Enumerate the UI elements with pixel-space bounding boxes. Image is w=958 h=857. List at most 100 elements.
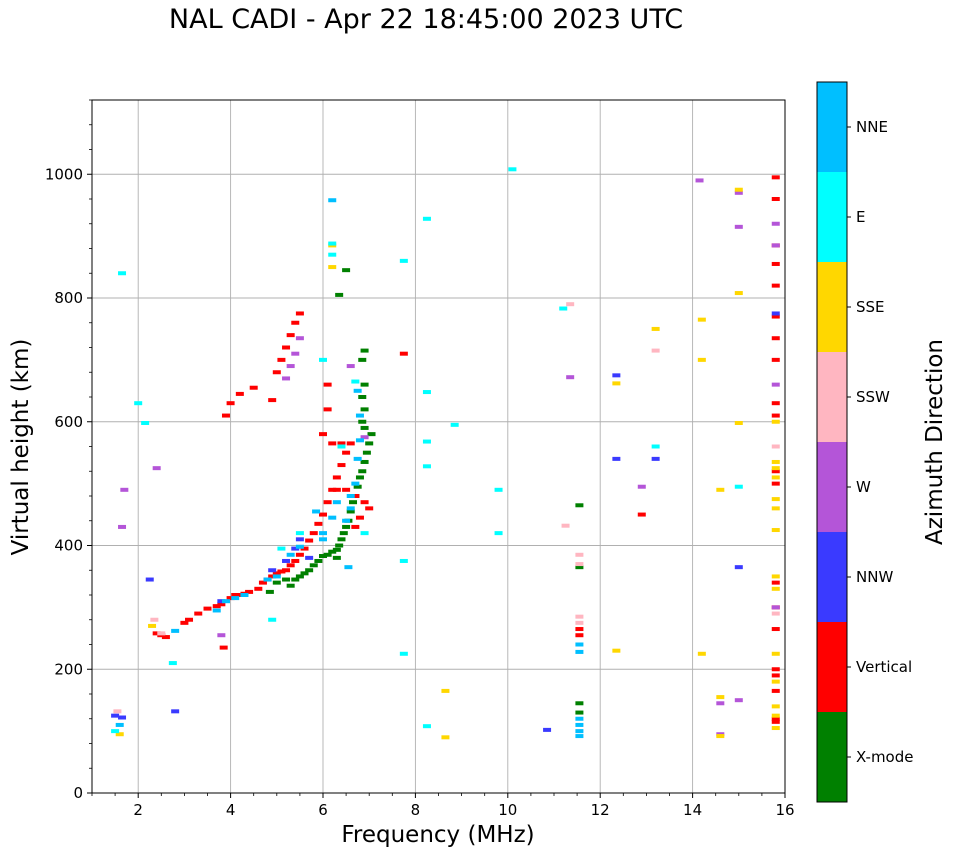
data-point <box>422 724 431 729</box>
colorbar-segment <box>817 712 847 802</box>
data-point <box>353 388 362 393</box>
colorbar-segment <box>817 532 847 622</box>
y-tick-label: 0 <box>73 784 83 802</box>
data-point <box>358 357 367 362</box>
data-point <box>362 450 371 455</box>
x-tick-label: 8 <box>411 801 421 819</box>
data-point <box>422 464 431 469</box>
data-point <box>771 221 780 226</box>
data-point <box>575 734 584 739</box>
data-point <box>637 512 646 517</box>
data-point <box>335 543 344 548</box>
data-point <box>355 438 364 443</box>
data-point <box>355 413 364 418</box>
data-point <box>575 552 584 557</box>
colorbar-segment <box>817 442 847 532</box>
data-point <box>148 623 157 628</box>
data-point <box>351 494 360 498</box>
data-point <box>272 574 281 579</box>
data-point <box>716 734 725 739</box>
data-point <box>152 466 161 471</box>
data-point <box>771 311 780 316</box>
data-point <box>272 580 281 585</box>
data-point <box>328 265 337 270</box>
data-point <box>697 651 706 656</box>
data-point <box>291 320 300 325</box>
data-point <box>771 336 780 341</box>
y-axis: 0 200 400 600 800 1000 <box>45 99 92 802</box>
data-point <box>351 481 360 486</box>
data-point <box>286 364 295 369</box>
data-point <box>651 348 660 353</box>
data-point <box>399 258 408 263</box>
data-point <box>771 528 780 533</box>
data-point <box>365 441 374 446</box>
data-point <box>332 487 341 492</box>
data-point <box>323 382 332 387</box>
data-point <box>282 568 291 573</box>
data-point <box>150 617 159 622</box>
data-point <box>291 558 300 563</box>
data-point <box>171 628 180 633</box>
data-point <box>771 175 780 180</box>
data-point <box>771 574 780 579</box>
data-point <box>575 722 584 727</box>
data-point <box>295 311 304 316</box>
data-point <box>360 425 369 430</box>
data-point <box>328 198 337 203</box>
data-point <box>771 261 780 266</box>
data-point <box>295 544 304 549</box>
data-point <box>734 484 743 489</box>
data-point <box>295 531 304 536</box>
data-point <box>291 546 300 551</box>
data-point <box>559 306 568 311</box>
y-tick-label: 800 <box>54 289 83 307</box>
data-point <box>286 583 295 588</box>
data-point <box>716 487 725 492</box>
data-point <box>360 348 369 353</box>
data-point <box>342 268 351 273</box>
data-point <box>300 571 309 576</box>
data-point <box>360 407 369 412</box>
data-point <box>268 398 277 403</box>
data-point <box>168 661 177 666</box>
data-point <box>441 688 450 693</box>
data-point <box>771 506 780 511</box>
data-point <box>263 577 272 582</box>
data-point <box>771 713 780 718</box>
data-point <box>450 422 459 427</box>
data-point <box>342 518 351 523</box>
data-point <box>339 531 348 536</box>
data-point <box>575 627 584 632</box>
data-point <box>360 500 369 505</box>
y-tick-label: 600 <box>54 413 83 431</box>
data-point <box>231 596 240 601</box>
series-vertical <box>152 175 780 724</box>
data-point <box>543 727 552 732</box>
data-point <box>113 709 122 714</box>
data-point <box>194 611 203 616</box>
data-point <box>697 317 706 322</box>
data-point <box>265 589 274 594</box>
data-point <box>221 413 230 418</box>
plot-area <box>92 100 785 793</box>
data-point <box>254 586 263 591</box>
data-point <box>134 401 143 406</box>
data-point <box>422 216 431 221</box>
data-point <box>291 351 300 356</box>
data-point <box>346 441 355 446</box>
data-point <box>185 617 194 622</box>
series-ssw <box>113 302 780 714</box>
x-tick-label: 6 <box>318 801 328 819</box>
data-point <box>346 494 355 498</box>
data-point <box>771 605 780 610</box>
colorbar-label: Azimuth Direction <box>922 339 948 545</box>
data-point <box>328 515 337 520</box>
data-point <box>295 552 304 557</box>
data-point <box>319 512 327 517</box>
data-point <box>344 565 353 570</box>
data-point <box>358 469 367 474</box>
colorbar-tick-label: NNW <box>856 568 893 586</box>
data-point <box>355 475 364 480</box>
data-point <box>365 506 374 511</box>
